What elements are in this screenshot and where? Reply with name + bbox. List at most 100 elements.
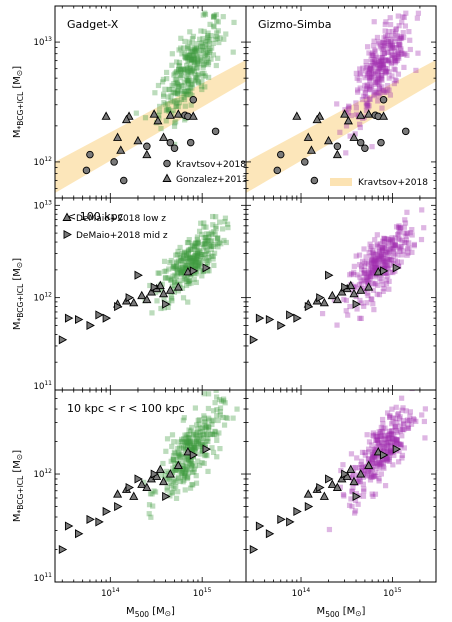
sim-square — [387, 92, 394, 98]
sim-square — [363, 93, 369, 99]
data-point — [319, 491, 329, 500]
sim-square — [167, 475, 173, 481]
data-point — [95, 310, 104, 320]
sim-square — [198, 28, 204, 34]
sim-square — [391, 436, 397, 442]
sim-square — [189, 241, 195, 247]
sim-square — [378, 58, 384, 64]
data-point — [332, 294, 342, 304]
sim-square — [191, 262, 197, 268]
sim-square — [191, 68, 197, 75]
sim-square — [176, 83, 182, 90]
sim-square — [379, 62, 385, 69]
sim-square — [156, 270, 162, 276]
sim-square — [178, 268, 185, 274]
sim-square — [200, 47, 207, 54]
sim-square — [381, 40, 387, 46]
sim-square — [388, 36, 394, 42]
sim-square — [349, 489, 355, 495]
sim-square — [363, 86, 370, 92]
sim-square — [177, 72, 183, 78]
sim-square — [174, 68, 180, 75]
sim-square — [365, 100, 371, 106]
sim-square — [390, 415, 396, 421]
sim-square — [389, 449, 395, 455]
sim-square — [193, 271, 199, 277]
sim-square — [387, 412, 393, 419]
sim-square — [196, 462, 203, 469]
sim-square — [180, 83, 186, 89]
data-point — [189, 96, 198, 104]
sim-square — [196, 80, 202, 86]
sim-square — [386, 69, 392, 75]
sim-square — [370, 447, 377, 453]
sim-square — [189, 260, 195, 266]
sim-square — [175, 87, 181, 93]
sim-square — [385, 442, 391, 448]
sim-square — [369, 63, 375, 69]
sim-square — [384, 264, 391, 270]
sim-square — [204, 423, 210, 429]
data-point — [119, 176, 128, 185]
sim-square — [378, 462, 384, 468]
sim-square — [205, 61, 211, 68]
sim-square — [188, 428, 194, 434]
sim-square — [190, 82, 196, 88]
sim-square — [396, 41, 402, 48]
sim-square — [365, 473, 371, 479]
sim-square — [378, 76, 384, 82]
sim-square — [356, 282, 363, 288]
sim-square — [370, 247, 376, 253]
data-point — [113, 489, 123, 498]
sim-square — [381, 286, 387, 292]
sim-square — [388, 44, 395, 50]
data-point — [364, 460, 374, 469]
sim-square — [193, 439, 200, 445]
sim-square — [389, 73, 395, 79]
sim-square — [387, 449, 393, 456]
sim-square — [397, 243, 404, 249]
sim-square — [398, 35, 405, 42]
sim-square — [364, 274, 370, 281]
sim-square — [371, 58, 377, 64]
sim-square — [171, 86, 177, 92]
sim-square — [384, 458, 390, 464]
sim-square — [208, 238, 214, 245]
sim-square — [371, 56, 377, 63]
sim-square — [195, 58, 201, 64]
sim-square — [199, 446, 205, 452]
sim-square — [391, 66, 397, 72]
sim-square — [374, 90, 380, 96]
sim-square — [379, 428, 386, 435]
data-point — [316, 293, 325, 303]
sim-square — [382, 242, 388, 248]
sim-square — [392, 58, 399, 64]
data-point — [323, 135, 334, 145]
data-point — [341, 469, 350, 479]
sim-square — [356, 77, 362, 83]
sim-square — [368, 83, 375, 89]
sim-square — [195, 265, 201, 271]
sim-square — [373, 446, 379, 452]
sim-square — [407, 230, 413, 236]
sim-square — [230, 49, 236, 55]
data-point — [165, 285, 175, 294]
data-point — [114, 501, 123, 512]
y-axis-label: M*BCG+ICL [M⊙] — [12, 66, 25, 138]
sim-square — [387, 257, 393, 263]
sim-square — [214, 437, 220, 443]
sim-square — [183, 67, 189, 73]
simulation-points — [142, 213, 231, 316]
plot-area — [249, 207, 427, 345]
sim-square — [209, 445, 215, 451]
sim-square — [194, 53, 200, 59]
sim-square — [197, 45, 204, 51]
sim-square — [413, 67, 419, 74]
sim-square — [177, 68, 184, 74]
sim-square — [372, 88, 378, 94]
sim-square — [392, 49, 398, 55]
sim-square — [187, 485, 194, 491]
simulation-points — [326, 390, 428, 533]
sim-square — [403, 240, 409, 246]
sim-square — [388, 39, 394, 45]
